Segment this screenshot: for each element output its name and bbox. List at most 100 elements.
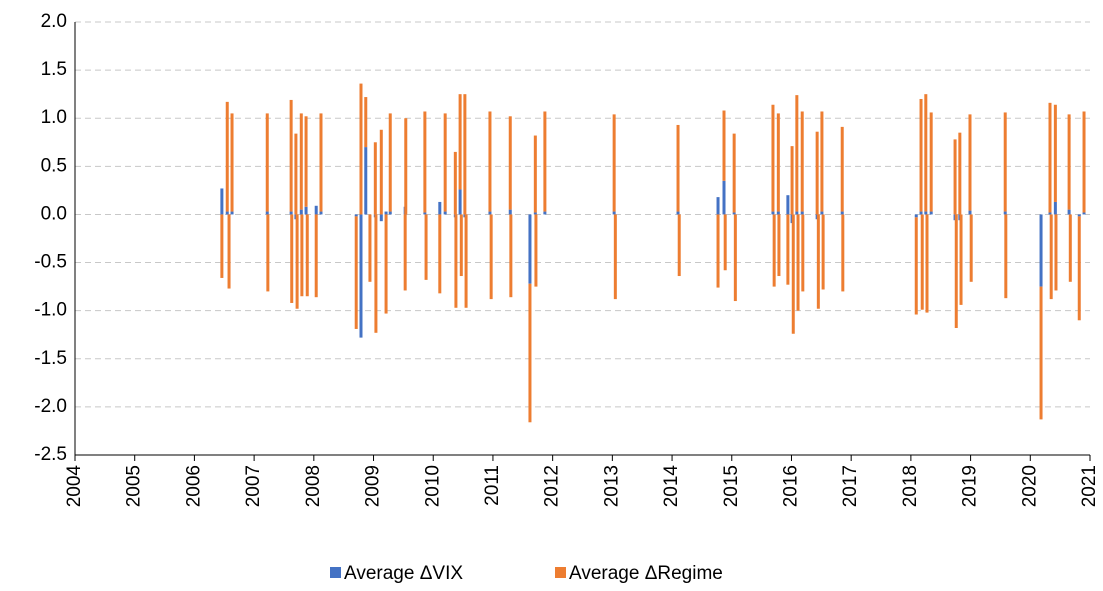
bar-segment [458,94,462,190]
x-tick-label: 2004 [64,465,85,508]
bar-segment [384,214,388,314]
bar-segment [438,214,442,294]
bar-segment [958,132,962,215]
bar-segment [732,212,736,215]
bar-segment [295,214,299,309]
bar-segment [1039,214,1043,287]
bar-segment [384,211,388,215]
bar-segment [225,211,229,215]
bar-segment [959,214,963,305]
legend-label: Average ΔRegime [569,563,723,584]
bar-segment [373,142,377,215]
y-tick-label: -1.0 [34,300,67,321]
bar-segment [543,211,547,215]
bar-segment [676,211,680,215]
bar-segment [388,211,392,215]
bar-segment [968,114,972,211]
bar-segment [1004,214,1008,299]
bar-segment [920,214,924,310]
y-tick-label: -2.0 [34,396,67,417]
bar-segment [463,94,467,215]
bar-segment [289,211,293,215]
bar-segment [1067,209,1071,215]
x-tick-label: 2013 [601,465,622,507]
bar-segment [1077,216,1081,321]
bar-segment [1077,214,1081,217]
bar-segment [800,211,804,215]
bar-segment [1003,211,1007,215]
bar-segment [220,214,224,278]
bar-segment [1003,112,1007,212]
bar-segment [1054,214,1058,291]
y-tick-label: 0.0 [41,203,67,224]
legend-swatch [555,567,566,578]
bar-segment [266,214,270,292]
bar-segment [800,111,804,212]
bar-segment [612,211,616,215]
bar-segment [821,214,825,290]
bar-segment [509,214,513,298]
bar-segment [543,111,547,212]
bar-segment [379,214,383,222]
bar-segment [305,214,309,297]
bar-segment [533,135,537,213]
bar-segment [314,214,318,298]
y-tick-label: 0.5 [41,155,67,176]
bar-segment [1048,212,1052,215]
bar-segment [265,113,269,212]
bar-segment [969,214,973,282]
bar-segment [359,214,363,338]
x-tick-label: 2014 [661,465,682,508]
bar-segment [914,217,918,315]
bar-segment [796,214,800,311]
bar-segment [816,214,820,309]
bar-segment [443,211,447,215]
bar-segment [319,211,323,215]
bar-segment [1068,214,1072,282]
bar-segment [227,214,231,289]
x-tick-label: 2009 [363,465,384,507]
bar-segment [677,214,681,277]
bar-segment [388,113,392,212]
bar-segment [613,214,617,300]
bar-segment [508,116,512,210]
bar-segment [786,214,790,285]
bar-segment [290,214,294,303]
bar-segment [776,113,780,212]
bar-segment [716,214,720,288]
x-tick-label: 2010 [422,465,443,507]
bar-segment [528,214,532,284]
bar-segment [508,209,512,215]
bar-segment [954,214,958,328]
bar-segment [438,201,442,215]
x-tick-label: 2016 [780,465,801,507]
bar-segment [319,113,323,212]
bar-segment [354,214,358,217]
bar-segment [364,97,368,148]
bar-segment [464,214,468,308]
x-tick-label: 2015 [721,465,742,507]
bar-segment [220,188,224,215]
bar-segment [1053,201,1057,215]
x-tick-label: 2006 [183,465,204,507]
bar-segment [403,214,407,291]
bar-segment [772,214,776,287]
bar-segment [459,214,463,277]
bar-segment [1067,114,1071,210]
y-tick-label: -2.5 [34,444,67,465]
x-tick-label: 2005 [124,465,145,507]
x-tick-label: 2008 [303,465,324,507]
bar-segment [791,214,795,334]
bar-segment [458,189,462,215]
x-tick-label: 2012 [542,465,563,507]
bar-segment [924,94,928,212]
bar-segment [1048,102,1052,213]
bar-segment [488,211,492,215]
bar-segment [314,205,318,215]
bar-segment [820,111,824,212]
bar-segment [801,214,805,292]
x-tick-label: 2021 [1079,465,1100,507]
x-tick-label: 2007 [243,465,264,507]
x-tick-label: 2011 [482,465,503,506]
